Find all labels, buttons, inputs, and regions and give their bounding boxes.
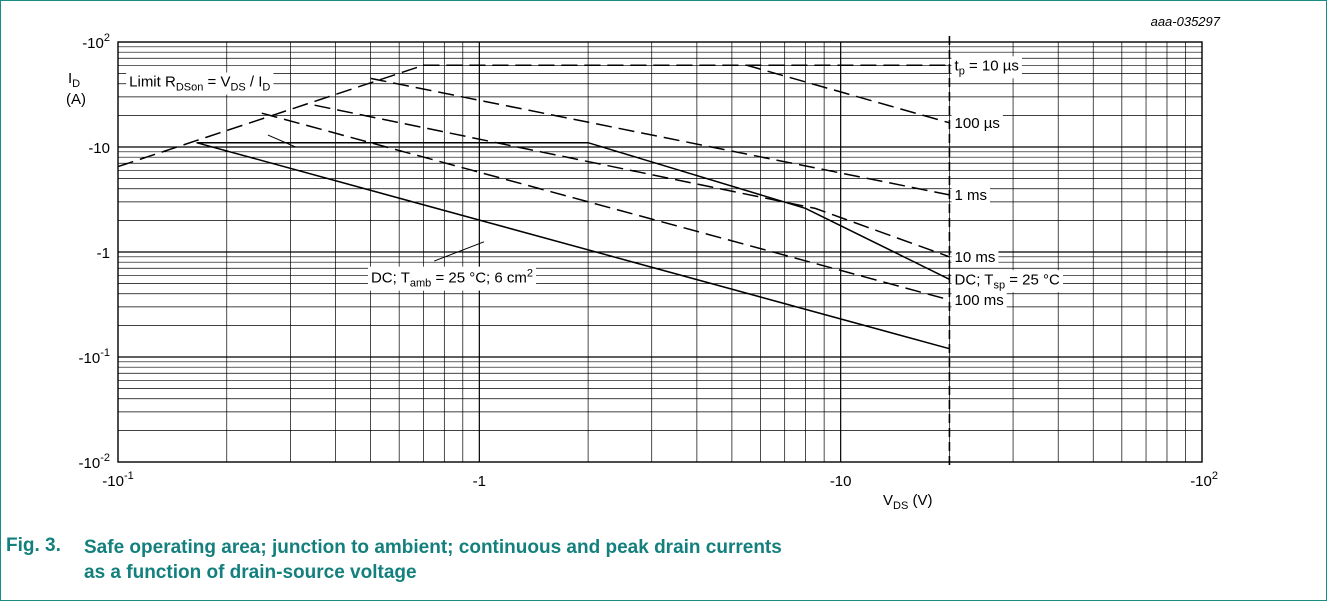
x-tick-label: -10 <box>830 473 852 490</box>
series-line-4 <box>314 104 950 258</box>
plot-border <box>117 41 1203 463</box>
y-tick-label: -10-1 <box>79 347 110 367</box>
x-tick-label: -1 <box>473 473 486 490</box>
y-tick-label: -102 <box>82 32 110 52</box>
x-tick-label: -102 <box>1190 470 1218 490</box>
label-tp-10us-text: tp = 10 µs <box>955 57 1019 77</box>
label-100us-bg <box>951 113 1003 133</box>
series-layer <box>117 64 950 350</box>
label-100ms-bg <box>951 290 1007 310</box>
series-line-6 <box>196 141 950 280</box>
label-dc-tsp: DC; Tsp = 25 °C <box>951 270 1064 293</box>
series-line-7 <box>196 141 950 350</box>
x-axis-label: VDS (V) <box>883 492 932 512</box>
label-1ms: 1 ms <box>951 185 991 205</box>
x-tick-label: -10-1 <box>102 470 133 490</box>
series-line-2 <box>423 64 950 124</box>
label-dc-tamb-text: DC; Tamb = 25 °C; 6 cm2 <box>371 268 533 290</box>
series-line-0 <box>117 64 424 168</box>
label-100us: 100 µs <box>951 113 1003 133</box>
label-limit-rdson-bg <box>126 72 274 95</box>
label-dc-tsp-text: DC; Tsp = 25 °C <box>955 271 1060 291</box>
label-dc-tsp-bg <box>951 270 1064 293</box>
figure-id: aaa-035297 <box>1151 14 1221 29</box>
label-100us-text: 100 µs <box>955 115 1000 132</box>
leader-dc-tamb <box>434 241 485 262</box>
label-100ms: 100 ms <box>951 290 1007 310</box>
leader-layer <box>267 134 485 262</box>
label-10ms: 10 ms <box>951 247 999 267</box>
label-limit-rdson: Limit RDSon = VDS / ID <box>126 72 274 95</box>
grid-major <box>118 42 1202 462</box>
label-tp-10us-bg <box>951 56 1022 79</box>
label-dc-tamb: DC; Tamb = 25 °C; 6 cm2 <box>367 266 537 291</box>
y-tick-label: -1 <box>97 245 110 262</box>
label-limit-rdson-text: Limit RDSon = VDS / ID <box>129 74 270 94</box>
label-layer: tp = 10 µs 100 µs 1 ms 10 ms DC; Tsp = 25 °C… <box>126 56 1064 310</box>
y-axis-unit: (A) <box>66 91 86 108</box>
figure-caption: Fig. 3. Safe operating area; junction to… <box>0 523 1327 601</box>
soa-chart: tp = 10 µs 100 µs 1 ms 10 ms DC; Tsp = 25 °C… <box>66 14 1221 512</box>
label-dc-tamb-bg <box>367 266 537 291</box>
figure-number: Fig. 3. <box>6 535 61 556</box>
label-1ms-text: 1 ms <box>955 187 988 204</box>
label-100ms-text: 100 ms <box>955 292 1004 309</box>
y-axis-label: ID <box>68 70 80 90</box>
label-tp-10us: tp = 10 µs <box>951 56 1022 79</box>
label-1ms-bg <box>951 185 991 205</box>
label-10ms-text: 10 ms <box>955 249 996 266</box>
figure-caption-text: Safe operating area; junction to ambient… <box>84 537 782 583</box>
leader-limit <box>267 134 296 148</box>
tick-labels: -102-10-1-10-1-10-2-10-1 -1 -10 -102 <box>79 32 1218 490</box>
series-line-5 <box>261 112 950 301</box>
label-10ms-bg <box>951 247 999 267</box>
series-line-3 <box>370 77 950 196</box>
y-tick-label: -10 <box>88 140 110 157</box>
y-tick-label: -10-2 <box>79 452 110 472</box>
